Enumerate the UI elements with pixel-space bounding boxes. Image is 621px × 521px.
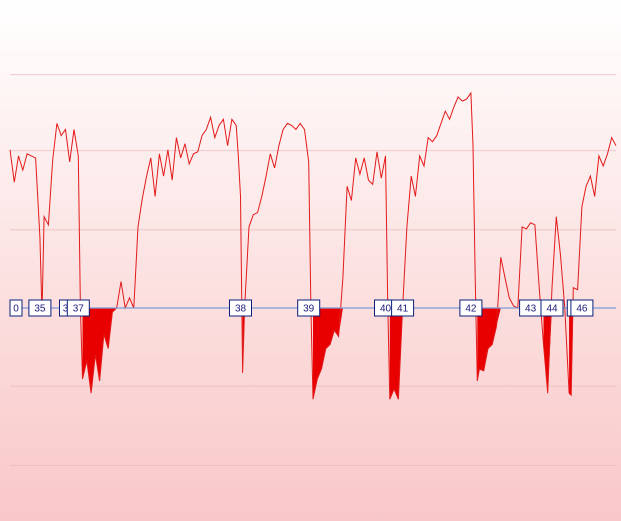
event-marker-label: 0 (13, 304, 19, 315)
event-marker-label: 43 (525, 304, 537, 315)
event-marker: 39 (298, 300, 320, 316)
event-marker: 42 (460, 300, 482, 316)
event-marker: 0 (10, 300, 22, 316)
event-marker: 38 (230, 300, 252, 316)
event-marker-label: 35 (34, 304, 46, 315)
event-marker: 35 (29, 300, 51, 316)
event-marker-label: 40 (380, 304, 392, 315)
event-marker-label: 44 (546, 304, 558, 315)
event-marker: 43 (520, 300, 542, 316)
event-marker-label: 37 (73, 304, 85, 315)
event-marker: 46 (571, 300, 593, 316)
event-marker-label: 42 (465, 304, 477, 315)
event-marker-label: 38 (235, 304, 247, 315)
event-marker-label: 41 (397, 304, 409, 315)
event-marker: 44 (541, 300, 563, 316)
event-marker-label: 39 (303, 304, 315, 315)
event-marker: 41 (392, 300, 414, 316)
event-marker-label: 46 (576, 304, 588, 315)
event-marker: 37 (67, 300, 89, 316)
